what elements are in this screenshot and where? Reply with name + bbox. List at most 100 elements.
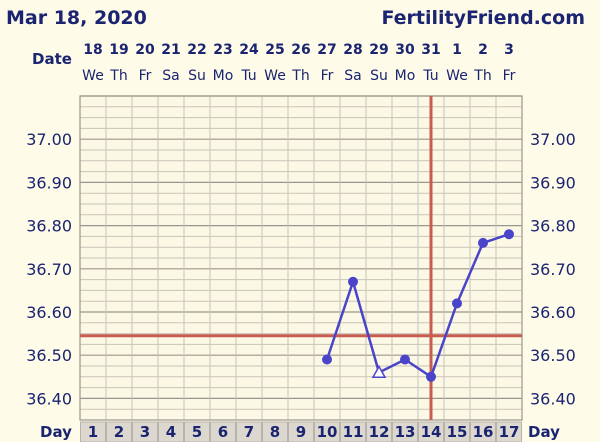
series-line	[325, 233, 510, 379]
weekday-label: We	[264, 68, 286, 84]
y-tick-left: 37.00	[26, 130, 72, 149]
day-number: 1	[88, 423, 98, 441]
date-label: 27	[317, 42, 336, 58]
weekday-label: Fr	[139, 68, 152, 84]
weekday-label: Sa	[344, 68, 361, 84]
date-row-label: Date	[32, 50, 72, 68]
day-row-label-right: Day	[528, 423, 560, 441]
weekday-label: Sa	[162, 68, 179, 84]
grid	[79, 95, 523, 421]
day-cell	[470, 421, 496, 442]
y-tick-right: 36.50	[530, 346, 576, 365]
data-point-open	[371, 364, 387, 379]
weekday-label: Mo	[213, 68, 234, 84]
axes: 18 19 20 21 22 23 24 25 26 27 28 29 30 31 1 2 3We Th Fr Sa S…	[26, 42, 576, 442]
day-number: 5	[192, 423, 202, 441]
day-cell	[366, 421, 392, 442]
date-label: 26	[291, 42, 310, 58]
day-number: 10	[317, 423, 338, 441]
date-label: 20	[135, 42, 155, 58]
data-point	[452, 298, 462, 309]
day-number: 8	[270, 423, 280, 441]
day-row-label-left: Day	[40, 423, 72, 441]
temperature-series	[322, 229, 514, 382]
day-number: 4	[166, 423, 176, 441]
y-tick-left: 36.40	[26, 389, 72, 408]
date-label: 21	[161, 42, 180, 58]
date-label: 3	[504, 42, 514, 58]
weekday-label: Th	[473, 68, 491, 84]
day-number: 13	[395, 423, 416, 441]
data-point	[348, 276, 358, 287]
y-tick-left: 36.70	[26, 260, 72, 279]
y-tick-right: 36.80	[530, 217, 576, 236]
day-cell	[444, 421, 470, 442]
day-cell	[496, 421, 522, 442]
date-label: 24	[239, 42, 259, 58]
day-cell	[418, 421, 444, 442]
day-number: 17	[499, 423, 520, 441]
reference-lines	[80, 96, 522, 420]
day-cell	[314, 421, 340, 442]
date-label: 25	[265, 42, 284, 58]
day-number: 6	[218, 423, 228, 441]
data-point	[426, 371, 436, 382]
day-number: 2	[114, 423, 124, 441]
y-tick-left: 36.50	[26, 346, 72, 365]
header-date: Mar 18, 2020	[6, 7, 147, 29]
day-number: 11	[343, 423, 364, 441]
weekday-label: Th	[291, 68, 309, 84]
weekday-label: Fr	[321, 68, 334, 84]
date-label: 2	[478, 42, 488, 58]
y-tick-left: 36.60	[26, 303, 72, 322]
day-number: 16	[473, 423, 494, 441]
date-label: 30	[395, 42, 415, 58]
weekday-label: Mo	[395, 68, 416, 84]
day-cell	[288, 421, 314, 442]
date-label: 31	[421, 42, 440, 58]
plot-border	[79, 95, 523, 421]
date-label: 19	[109, 42, 128, 58]
day-cell	[262, 421, 288, 442]
weekday-label: Su	[188, 68, 206, 84]
data-point	[478, 237, 488, 248]
day-number: 7	[244, 423, 254, 441]
data-point	[400, 354, 410, 365]
day-number: 14	[421, 423, 442, 441]
day-cell	[184, 421, 210, 442]
weekday-label: Tu	[422, 68, 438, 84]
date-label: 22	[187, 42, 206, 58]
date-label: 1	[452, 42, 462, 58]
y-tick-right: 37.00	[530, 130, 576, 149]
y-tick-right: 36.90	[530, 173, 576, 192]
weekday-label: Tu	[240, 68, 256, 84]
day-cell	[210, 421, 236, 442]
y-tick-right: 36.70	[530, 260, 576, 279]
data-point	[322, 354, 332, 365]
day-cell	[236, 421, 262, 442]
weekday-label: We	[446, 68, 468, 84]
day-cell	[340, 421, 366, 442]
day-number: 9	[296, 423, 306, 441]
date-label: 18	[83, 42, 102, 58]
y-tick-left: 36.80	[26, 217, 72, 236]
day-cell	[392, 421, 418, 442]
day-cell	[158, 421, 184, 442]
day-cell	[132, 421, 158, 442]
date-label: 29	[369, 42, 388, 58]
data-point	[504, 229, 514, 240]
weekday-label: Th	[109, 68, 127, 84]
weekday-label: We	[82, 68, 104, 84]
day-cell	[106, 421, 132, 442]
day-number: 12	[369, 423, 390, 441]
y-tick-left: 36.90	[26, 173, 72, 192]
weekday-label: Su	[370, 68, 388, 84]
day-number: 3	[140, 423, 150, 441]
y-tick-right: 36.60	[530, 303, 576, 322]
header-site: FertilityFriend.com	[381, 7, 585, 29]
weekday-label: Fr	[503, 68, 516, 84]
day-number: 15	[447, 423, 468, 441]
date-label: 23	[213, 42, 232, 58]
date-label: 28	[343, 42, 362, 58]
